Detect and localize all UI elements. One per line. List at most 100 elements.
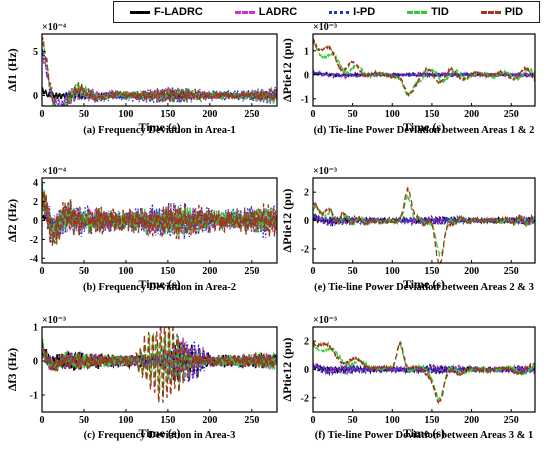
series-line-tid bbox=[313, 193, 535, 257]
y-tick-label: 1 bbox=[33, 323, 38, 334]
x-tick-label: 0 bbox=[311, 415, 316, 426]
x-tick-label: 200 bbox=[202, 415, 217, 426]
y-axis-label: Δf3 (Hz) bbox=[5, 348, 19, 391]
x-tick-label: 150 bbox=[160, 266, 175, 277]
x-tick-label: 100 bbox=[118, 109, 133, 120]
series-line-pid bbox=[42, 37, 277, 106]
subplot-caption: (b) Frequency Deviation in Area-2 bbox=[83, 282, 236, 293]
x-axis-label: Time (s) bbox=[403, 120, 445, 134]
x-axis-label: Time (s) bbox=[138, 426, 180, 440]
legend: F-LADRC LADRC I-PD TID PID bbox=[113, 1, 540, 23]
chart-c: 0 50 100 150 200 250 -1 0 1 ×10⁻³ Time (s) Δf3 (Hz)… bbox=[5, 315, 278, 441]
series-group bbox=[42, 327, 277, 403]
x-tick-label: 50 bbox=[348, 109, 358, 120]
x-tick-label: 0 bbox=[311, 266, 316, 277]
x-tick-label: 0 bbox=[40, 109, 45, 120]
x-tick-label: 50 bbox=[348, 266, 358, 277]
x-axis-label: Time (s) bbox=[403, 426, 445, 440]
y-tick-label: -2 bbox=[301, 393, 309, 404]
series-group bbox=[42, 183, 277, 246]
legend-item: TID bbox=[407, 6, 449, 18]
subplot-caption: (f) Tie-line Power Deviation between Are… bbox=[315, 430, 534, 441]
series-line-i-pd bbox=[313, 69, 535, 80]
x-tick-label: 250 bbox=[504, 109, 519, 120]
x-tick-label: 200 bbox=[464, 415, 479, 426]
x-tick-label: 100 bbox=[385, 266, 400, 277]
series-group bbox=[42, 37, 277, 106]
legend-item: PID bbox=[480, 6, 524, 18]
plot-frame bbox=[312, 33, 536, 107]
y-tick-label: 2 bbox=[304, 337, 309, 348]
legend-item: I-PD bbox=[329, 6, 375, 18]
y-tick-label: -1 bbox=[301, 94, 309, 105]
y-tick-label: 0 bbox=[304, 216, 309, 227]
series-line-tid bbox=[42, 42, 277, 106]
x-axis-label: Time (s) bbox=[138, 277, 180, 291]
axis-scale-label: ×10⁻⁴ bbox=[42, 22, 66, 33]
legend-item: F-LADRC bbox=[129, 6, 203, 18]
series-line-ladrc bbox=[313, 361, 535, 376]
x-tick-label: 150 bbox=[160, 415, 175, 426]
y-tick-label: 0 bbox=[33, 91, 38, 102]
x-tick-label: 100 bbox=[385, 109, 400, 120]
x-tick-label: 50 bbox=[79, 266, 89, 277]
x-tick-label: 0 bbox=[40, 266, 45, 277]
x-tick-label: 50 bbox=[79, 109, 89, 120]
x-tick-label: 200 bbox=[464, 109, 479, 120]
axis-scale-label: ×10⁻³ bbox=[313, 22, 337, 33]
x-axis-label: Time (s) bbox=[403, 277, 445, 291]
x-tick-label: 150 bbox=[424, 415, 439, 426]
chart-a: 0 50 100 150 200 250 0 5 ×10⁻⁴ Time (s) Δf1 (Hz) (a… bbox=[5, 22, 278, 136]
legend-swatch bbox=[480, 10, 501, 14]
series-group bbox=[313, 340, 535, 405]
plot-frame bbox=[41, 33, 278, 107]
series-line-i-pd bbox=[42, 336, 277, 383]
y-axis-label: Δf2 (Hz) bbox=[5, 199, 19, 242]
x-tick-label: 50 bbox=[79, 415, 89, 426]
x-tick-label: 250 bbox=[244, 415, 259, 426]
legend-item: LADRC bbox=[234, 6, 297, 18]
y-axis-label: ΔPtie12 (pu) bbox=[280, 38, 294, 102]
legend-label: PID bbox=[504, 6, 524, 18]
x-tick-label: 0 bbox=[40, 415, 45, 426]
subplot-caption: (e) Tie-line Power Deviation between Are… bbox=[314, 282, 534, 293]
subplot-caption: (a) Frequency Deviation in Area-1 bbox=[83, 125, 235, 136]
subplot-caption: (c) Frequency Deviation in Area-3 bbox=[84, 430, 236, 441]
x-tick-label: 250 bbox=[504, 415, 519, 426]
y-tick-label: 0 bbox=[304, 365, 309, 376]
x-axis-label: Time (s) bbox=[138, 120, 180, 134]
legend-swatch bbox=[329, 10, 350, 14]
legend-label: I-PD bbox=[353, 6, 376, 18]
x-tick-label: 100 bbox=[118, 415, 133, 426]
series-line-pid bbox=[313, 340, 535, 405]
y-tick-label: 1 bbox=[304, 46, 309, 57]
axis-scale-label: ×10⁻³ bbox=[42, 315, 66, 326]
series-line-tid bbox=[313, 342, 535, 401]
x-tick-label: 150 bbox=[424, 109, 439, 120]
legend-label: F-LADRC bbox=[153, 6, 203, 18]
x-tick-label: 200 bbox=[202, 266, 217, 277]
legend-swatch bbox=[407, 10, 428, 14]
y-tick-label: 0 bbox=[304, 70, 309, 81]
axis-scale-label: ×10⁻⁴ bbox=[42, 166, 66, 177]
plot-frame bbox=[41, 326, 278, 413]
y-tick-label: 0 bbox=[33, 216, 38, 227]
axis-scale-label: ×10⁻³ bbox=[313, 315, 337, 326]
subplot-caption: (d) Tie-line Power Deviation between Are… bbox=[314, 125, 535, 136]
legend-label: TID bbox=[431, 6, 449, 18]
x-tick-label: 200 bbox=[464, 266, 479, 277]
y-tick-label: 5 bbox=[33, 47, 38, 58]
series-line-i-pd bbox=[313, 363, 535, 377]
y-tick-label: -1 bbox=[30, 391, 38, 402]
y-tick-label: 0 bbox=[33, 357, 38, 368]
series-line-pid bbox=[313, 38, 535, 97]
y-tick-label: 4 bbox=[33, 178, 38, 189]
x-tick-label: 250 bbox=[244, 109, 259, 120]
series-line-i-pd bbox=[313, 211, 535, 227]
series-line-pid bbox=[313, 186, 535, 263]
x-tick-label: 250 bbox=[244, 266, 259, 277]
y-tick-label: 2 bbox=[304, 188, 309, 199]
